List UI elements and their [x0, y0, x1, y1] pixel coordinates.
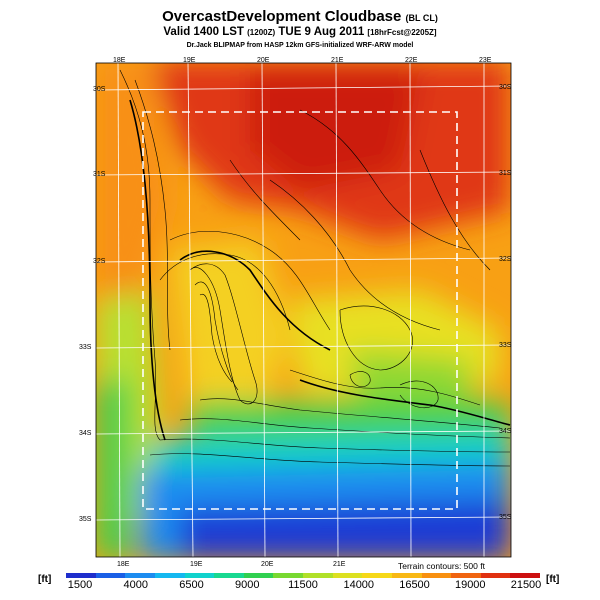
colorbar [66, 573, 540, 578]
lat-label-left-35: 35S [79, 516, 92, 523]
lon-label-top-20: 20E [257, 57, 270, 64]
valid-utc: (1200Z) [247, 28, 276, 37]
lon-label-bottom-20: 20E [261, 561, 274, 568]
lat-lon-grid [96, 63, 511, 557]
lon-label-bottom-21: 21E [333, 561, 346, 568]
cloudbase-field [96, 63, 511, 557]
colorbar-swatch-5 [214, 573, 244, 578]
lon-label-top-21: 21E [331, 57, 344, 64]
terrain-contours [119, 69, 511, 467]
analysis-box [142, 111, 458, 510]
colorbar-tick-label: 9000 [235, 579, 260, 591]
lat-label-right-35: 35S [499, 514, 512, 521]
colorbar-swatch-10 [362, 573, 392, 578]
map-frame [95, 62, 512, 558]
colorbar-swatch-0 [66, 573, 96, 578]
colorbar-unit-right: [ft] [546, 574, 560, 585]
lon-label-bottom-19: 19E [190, 561, 203, 568]
colorbar-swatch-13 [451, 573, 481, 578]
lat-label-left-34: 34S [79, 430, 92, 437]
lat-label-left-33: 33S [79, 344, 92, 351]
colorbar-tick-label: 19000 [454, 579, 486, 591]
colorbar-swatch-14 [480, 573, 511, 578]
valid-prefix: Valid 1400 LST [163, 26, 244, 38]
colorbar-labels: 1500 4000 6500 9000 11500 14000 16500 19000 2150… [66, 579, 542, 593]
lon-label-top-23: 23E [479, 57, 492, 64]
colorbar-swatch-1 [95, 573, 126, 578]
lat-label-right-34: 34S [499, 428, 512, 435]
colorbar-swatch-2 [125, 573, 155, 578]
colorbar-swatch-11 [391, 573, 422, 578]
lat-label-right-33: 33S [499, 342, 512, 349]
colorbar-tick-label: 1500 [67, 579, 93, 591]
lat-label-left-30: 30S [93, 86, 106, 93]
colorbar-tick-label: 21500 [510, 579, 542, 591]
colorbar-swatch-6 [243, 573, 274, 578]
valid-forecast: [18hrFcst@2205Z] [367, 28, 437, 37]
terrain-contour-note: Terrain contours: 500 ft [398, 561, 485, 571]
lat-label-right-32: 32S [499, 256, 512, 263]
lon-label-bottom-18: 18E [117, 561, 130, 568]
lon-label-top-18: 18E [113, 57, 126, 64]
colorbar-tick-label: 4000 [123, 579, 148, 591]
title-suffix: (BL CL) [405, 13, 438, 23]
colorbar-swatch-8 [303, 573, 333, 578]
valid-date: TUE 9 Aug 2011 [278, 26, 365, 38]
colorbar-tick-label: 11500 [288, 579, 318, 591]
colorbar-tick-label: 16500 [399, 579, 430, 591]
model-credit: Dr.Jack BLIPMAP from HASP 12km GFS-initi… [186, 42, 414, 49]
title-main: OvercastDevelopment Cloudbase [162, 8, 402, 25]
lat-label-right-30: 30S [499, 84, 512, 91]
lat-label-right-31: 31S [499, 170, 512, 177]
colorbar-swatch-15 [510, 573, 540, 578]
lat-label-left-31: 31S [93, 171, 106, 178]
colorbar-swatch-9 [332, 573, 363, 578]
colorbar-tick-label: 14000 [343, 579, 375, 591]
lon-label-top-19: 19E [183, 57, 196, 64]
bold-contours [129, 99, 511, 441]
map-title: OvercastDevelopment Cloudbase (BL CL) [0, 8, 600, 25]
colorbar-swatch-12 [421, 573, 452, 578]
lon-label-top-22: 22E [405, 57, 418, 64]
valid-time: Valid 1400 LST (1200Z) TUE 9 Aug 2011 [1… [0, 26, 600, 38]
colorbar-unit-left: [ft] [38, 574, 52, 585]
colorbar-swatch-3 [154, 573, 185, 578]
colorbar-swatch-4 [184, 573, 215, 578]
colorbar-tick-label: 6500 [179, 579, 204, 591]
colorbar-swatch-7 [273, 573, 303, 578]
lat-label-left-32: 32S [93, 258, 106, 265]
